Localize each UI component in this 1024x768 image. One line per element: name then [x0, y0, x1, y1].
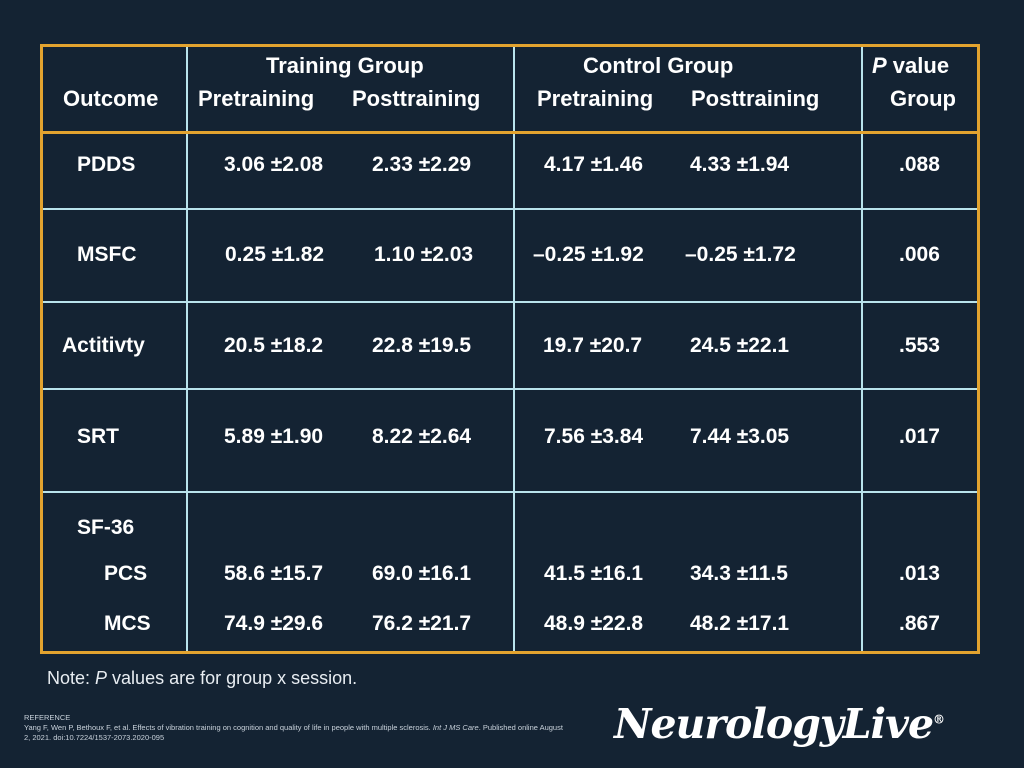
column-divider: [513, 47, 515, 651]
neurologylive-logo: NeurologyLive®: [614, 700, 945, 748]
header-control-pre: Pretraining: [537, 86, 654, 111]
header-divider: [43, 131, 977, 134]
control-post-value: 4.33 ±1.94: [690, 153, 790, 176]
row-divider: [43, 388, 977, 390]
header-control-group: Control Group: [583, 53, 734, 78]
control-pre-value: 19.7 ±20.7: [543, 334, 643, 357]
training-pre-value: 0.25 ±1.82: [225, 243, 325, 266]
header-p-group: Group: [890, 86, 956, 111]
reference-citation: Yang F, Wen P, Bethoux F, et al. Effects…: [24, 723, 564, 743]
row-label: SRT: [77, 425, 119, 448]
row-label: Actitivty: [62, 334, 145, 357]
control-pre-value: 41.5 ±16.1: [544, 562, 644, 585]
p-value: .867: [899, 612, 940, 635]
training-post-value: 8.22 ±2.64: [372, 425, 472, 448]
row-label: MSFC: [77, 243, 137, 266]
header-training-post: Posttraining: [352, 86, 481, 111]
training-pre-value: 58.6 ±15.7: [224, 562, 324, 585]
training-pre-value: 3.06 ±2.08: [224, 153, 324, 176]
logo-text: NeurologyLive: [614, 700, 934, 748]
subrow-label: MCS: [104, 612, 151, 635]
control-post-value: 7.44 ±3.05: [690, 425, 790, 448]
note-italic: P: [95, 668, 108, 688]
p-value: .013: [899, 562, 940, 585]
p-value: .088: [899, 153, 940, 176]
row-divider: [43, 301, 977, 303]
row-divider: [43, 208, 977, 210]
subrow-label: PCS: [104, 562, 148, 585]
training-post-value: 76.2 ±21.7: [372, 612, 472, 635]
training-post-value: 69.0 ±16.1: [372, 562, 472, 585]
sf36-label: SF-36: [77, 516, 135, 539]
p-value-label: value: [886, 53, 950, 78]
p-italic: P: [872, 53, 887, 78]
citation-text-after: . Published online August 2, 2021. doi:1…: [24, 723, 563, 742]
control-pre-value: 4.17 ±1.46: [544, 153, 644, 176]
header-outcome: Outcome: [63, 86, 159, 111]
row-label: PDDS: [77, 153, 136, 176]
registered-mark: ®: [933, 712, 945, 727]
control-pre-value: –0.25 ±1.92: [533, 243, 644, 266]
table-frame: [40, 44, 980, 654]
reference-label: REFERENCE: [24, 713, 71, 722]
reference: REFERENCE Yang F, Wen P, Bethoux F, et a…: [24, 713, 564, 743]
footnote: Note: P values are for group x session.: [47, 668, 357, 689]
p-value: .006: [899, 243, 940, 266]
header-training-pre: Pretraining: [198, 86, 315, 111]
header-training-group: Training Group: [266, 53, 424, 78]
training-pre-value: 5.89 ±1.90: [224, 425, 324, 448]
control-pre-value: 7.56 ±3.84: [544, 425, 644, 448]
row-divider: [43, 491, 977, 493]
header-p-value: P value: [872, 53, 949, 79]
control-post-value: 24.5 ±22.1: [690, 334, 790, 357]
control-post-value: –0.25 ±1.72: [685, 243, 796, 266]
training-pre-value: 20.5 ±18.2: [224, 334, 324, 357]
citation-text: Yang F, Wen P, Bethoux F, et al. Effects…: [24, 723, 433, 732]
header-control-post: Posttraining: [691, 86, 820, 111]
training-post-value: 2.33 ±2.29: [372, 153, 472, 176]
column-divider: [186, 47, 188, 651]
control-pre-value: 48.9 ±22.8: [544, 612, 644, 635]
training-pre-value: 74.9 ±29.6: [224, 612, 324, 635]
p-value: .553: [899, 334, 940, 357]
note-suffix: values are for group x session.: [107, 668, 358, 688]
training-post-value: 1.10 ±2.03: [374, 243, 474, 266]
p-value: .017: [899, 425, 940, 448]
training-post-value: 22.8 ±19.5: [372, 334, 472, 357]
control-post-value: 48.2 ±17.1: [690, 612, 790, 635]
citation-journal: Int J MS Care: [432, 723, 479, 732]
control-post-value: 34.3 ±11.5: [690, 562, 788, 585]
note-prefix: Note:: [47, 668, 96, 688]
column-divider: [861, 47, 863, 651]
